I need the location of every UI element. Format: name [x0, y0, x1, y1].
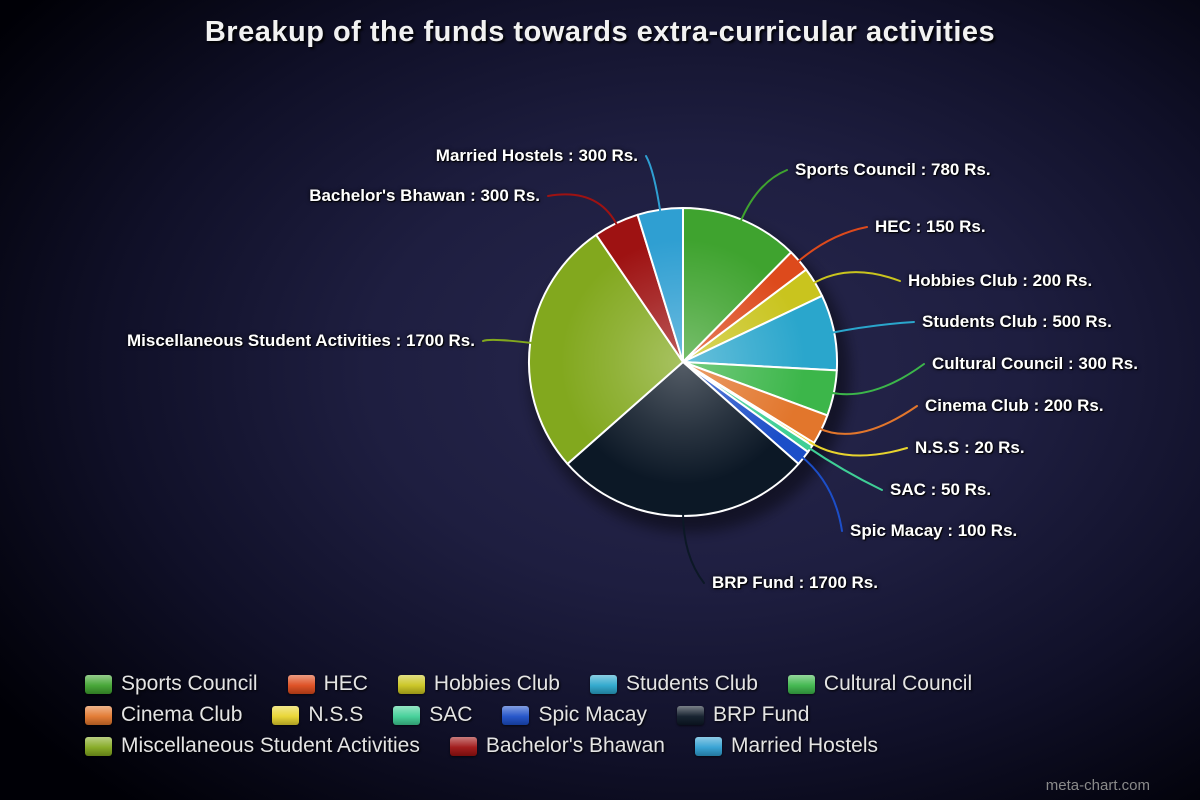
- legend-row: Cinema Club N.S.S SAC Spic Macay BRP Fund: [85, 703, 1175, 727]
- leader-line: [482, 338, 536, 345]
- legend-item: Hobbies Club: [397, 672, 560, 696]
- legend-item: Bachelor's Bhawan: [449, 734, 665, 758]
- legend-item: Sports Council: [85, 672, 258, 696]
- legend-swatch: [502, 705, 530, 725]
- legend-label: Sports Council: [121, 672, 258, 695]
- chart-title: Breakup of the funds towards extra-curri…: [204, 16, 996, 48]
- legend-label: Spic Macay: [538, 703, 647, 726]
- leader-line: [816, 405, 918, 435]
- leader-line: [738, 169, 788, 225]
- legend-swatch: [589, 674, 617, 694]
- legend-swatch: [287, 674, 315, 694]
- legend-label: Bachelor's Bhawan: [485, 734, 665, 757]
- legend-label: BRP Fund: [712, 703, 810, 726]
- legend-swatch: [449, 736, 477, 756]
- legend-swatch: [787, 674, 815, 694]
- legend-label: SAC: [429, 703, 473, 726]
- legend-item: Cinema Club: [85, 703, 242, 727]
- leader-line: [682, 511, 705, 584]
- leader-line: [645, 155, 662, 215]
- leader-lines: [482, 155, 925, 584]
- legend-item: HEC: [287, 672, 368, 696]
- legend-label: Students Club: [625, 672, 758, 695]
- legend-swatch: [393, 705, 421, 725]
- legend-label: Miscellaneous Student Activities: [121, 734, 420, 757]
- pie-slices: [527, 206, 839, 518]
- legend-swatch: [85, 674, 112, 694]
- legend-swatch: [85, 705, 112, 725]
- legend-item: Married Hostels: [694, 734, 878, 758]
- legend-row: Miscellaneous Student Activities Bachelor…: [85, 734, 1175, 758]
- leader-line: [808, 441, 908, 457]
- legend-swatch: [676, 705, 704, 725]
- leader-line: [547, 193, 619, 228]
- legend-row: Sports Council HEC Hobbies Club Students Cl…: [85, 672, 1175, 696]
- legend-swatch: [85, 736, 112, 756]
- legend-swatch: [272, 705, 300, 725]
- legend-label: Cultural Council: [823, 672, 973, 695]
- leader-line: [829, 321, 915, 334]
- leader-line: [799, 454, 843, 532]
- leader-line: [795, 226, 868, 265]
- legend: Sports Council HEC Hobbies Club Students Cl…: [85, 672, 1175, 765]
- legend-label: HEC: [323, 672, 368, 695]
- legend-swatch: [694, 736, 722, 756]
- legend-item: BRP Fund: [676, 703, 810, 727]
- leader-line: [828, 363, 925, 396]
- legend-swatch: [397, 674, 425, 694]
- leader-line: [810, 271, 901, 286]
- legend-item: Miscellaneous Student Activities: [85, 734, 420, 758]
- legend-item: N.S.S: [272, 703, 363, 727]
- leader-line: [805, 445, 883, 491]
- legend-item: Students Club: [589, 672, 758, 696]
- watermark: meta-chart.com: [1045, 777, 1150, 794]
- legend-item: SAC: [393, 703, 472, 727]
- legend-label: Cinema Club: [121, 703, 243, 726]
- legend-item: Cultural Council: [787, 672, 973, 696]
- legend-label: N.S.S: [308, 703, 364, 726]
- legend-label: Married Hostels: [730, 734, 878, 757]
- legend-label: Hobbies Club: [433, 672, 560, 695]
- legend-item: Spic Macay: [502, 703, 647, 727]
